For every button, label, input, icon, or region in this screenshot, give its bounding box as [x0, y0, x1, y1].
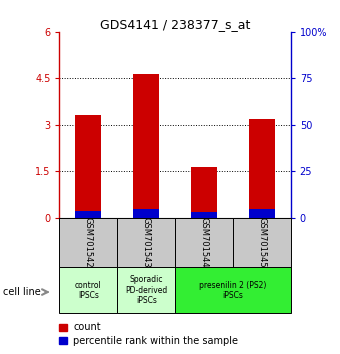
Text: GSM701544: GSM701544 — [200, 217, 208, 268]
Bar — [249, 119, 275, 218]
Text: presenilin 2 (PS2)
iPSCs: presenilin 2 (PS2) iPSCs — [199, 281, 267, 300]
Bar — [191, 212, 217, 218]
Text: percentile rank within the sample: percentile rank within the sample — [73, 336, 238, 346]
Text: count: count — [73, 322, 101, 332]
Bar — [75, 115, 101, 218]
Text: GSM701542: GSM701542 — [84, 217, 93, 268]
Bar — [175, 267, 291, 313]
Text: control
IPSCs: control IPSCs — [75, 281, 102, 300]
Bar — [117, 218, 175, 267]
Bar — [249, 209, 275, 218]
Bar — [191, 167, 217, 218]
Bar — [133, 209, 159, 218]
Bar — [75, 211, 101, 218]
Text: cell line: cell line — [3, 287, 41, 297]
Text: GSM701545: GSM701545 — [257, 217, 266, 268]
Title: GDS4141 / 238377_s_at: GDS4141 / 238377_s_at — [100, 18, 250, 31]
Bar — [175, 218, 233, 267]
Bar — [59, 267, 117, 313]
Bar — [59, 218, 117, 267]
Text: Sporadic
PD-derived
iPSCs: Sporadic PD-derived iPSCs — [125, 275, 167, 305]
Bar — [117, 267, 175, 313]
Bar — [233, 218, 291, 267]
Text: GSM701543: GSM701543 — [142, 217, 151, 268]
Bar — [59, 337, 67, 344]
Bar — [133, 74, 159, 218]
Bar — [59, 324, 67, 331]
